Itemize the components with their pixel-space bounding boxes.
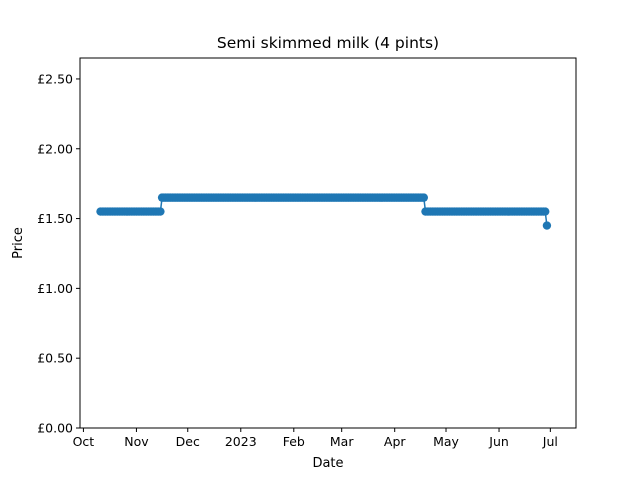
y-tick-label: £0.50 — [37, 351, 73, 366]
chart-title: Semi skimmed milk (4 pints) — [217, 34, 439, 52]
plot-area-frame — [79, 57, 577, 429]
x-tick-label: May — [433, 434, 459, 449]
x-tick-label: Mar — [330, 434, 354, 449]
y-tick-label: £1.50 — [37, 211, 73, 226]
y-axis-label: Price — [11, 227, 26, 259]
data-point — [542, 221, 552, 230]
x-tick-label: Jul — [542, 434, 558, 449]
y-tick-label: £2.50 — [37, 71, 73, 86]
x-tick-label: Nov — [124, 434, 149, 449]
data-point — [419, 193, 428, 202]
x-tick-label: Apr — [384, 434, 406, 449]
x-axis-label: Date — [312, 456, 343, 471]
x-axis: Oct Nov Dec 2023 Feb Mar Apr May Jun Jul — [73, 428, 558, 449]
data-point — [541, 207, 550, 216]
x-tick-label: Feb — [283, 434, 305, 449]
data-point — [156, 207, 165, 216]
data-series — [96, 193, 552, 230]
y-axis: £0.00 £0.50 £1.00 £1.50 £2.00 £2.50 — [37, 71, 80, 436]
x-tick-label: Oct — [73, 434, 95, 449]
x-tick-label: Dec — [176, 434, 200, 449]
y-tick-label: £0.00 — [37, 421, 73, 436]
y-tick-label: £2.00 — [37, 141, 73, 156]
y-tick-label: £1.00 — [37, 281, 73, 296]
x-tick-label: 2023 — [225, 434, 257, 449]
x-tick-label: Jun — [488, 434, 509, 449]
